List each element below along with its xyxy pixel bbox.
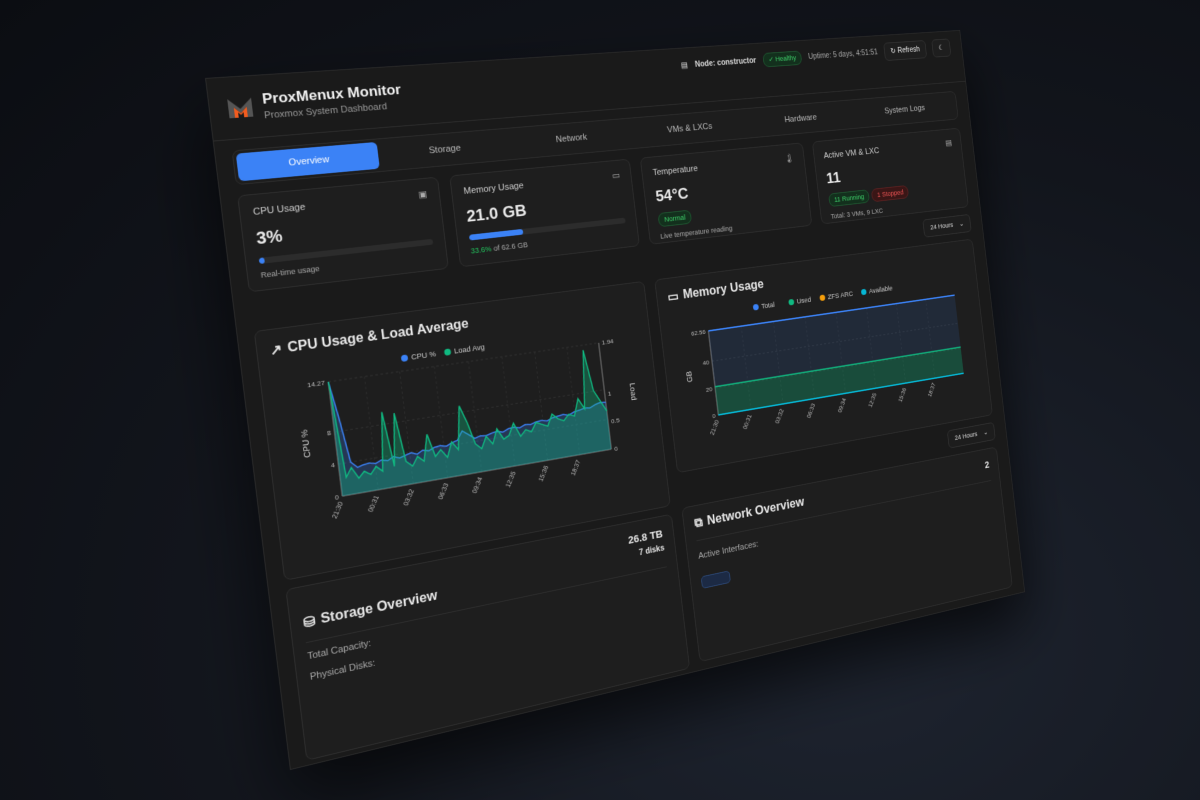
y2-tick-label: 1.94 bbox=[601, 337, 614, 346]
storage-total: 26.8 TB bbox=[627, 528, 663, 547]
refresh-button[interactable]: ↻ Refresh bbox=[883, 40, 927, 61]
x-tick-label: 06:33 bbox=[805, 402, 816, 419]
x-tick-label: 09:34 bbox=[470, 476, 484, 494]
time-range-select[interactable]: 24 Hours ⌄ bbox=[922, 214, 971, 238]
memory-total: of 62.6 GB bbox=[491, 241, 528, 253]
y-axis-label: GB bbox=[685, 371, 694, 383]
x-tick-label: 12:35 bbox=[867, 392, 878, 408]
legend-label: CPU % bbox=[411, 349, 437, 361]
memory-icon: ▭ bbox=[667, 288, 680, 305]
legend-swatch bbox=[819, 294, 825, 301]
x-tick-label: 15:36 bbox=[897, 387, 908, 403]
running-badge: 11 Running bbox=[828, 189, 870, 207]
x-tick-label: 21:30 bbox=[708, 419, 720, 436]
tab-system-logs[interactable]: System Logs bbox=[852, 94, 956, 126]
y-tick-label: 14.27 bbox=[307, 378, 326, 389]
chevron-down-icon: ⌄ bbox=[959, 220, 965, 228]
y2-tick-label: 0 bbox=[614, 444, 618, 452]
x-tick-label: 09:34 bbox=[836, 397, 847, 414]
x-tick-label: 03:32 bbox=[401, 488, 415, 507]
interfaces-count: 2 bbox=[984, 459, 990, 470]
legend-swatch bbox=[788, 299, 794, 306]
y-tick-label: 0 bbox=[712, 412, 716, 420]
y-tick-label: 40 bbox=[702, 358, 709, 366]
brand: ProxMenux Monitor Proxmox System Dashboa… bbox=[225, 81, 404, 123]
legend-swatch bbox=[753, 304, 759, 311]
trending-up-icon: ↗ bbox=[269, 341, 283, 360]
x-tick-label: 00:31 bbox=[741, 413, 753, 430]
y-tick-label: 0 bbox=[334, 493, 339, 502]
legend-swatch bbox=[401, 354, 409, 362]
cpu-usage-card: CPU Usage ▣ 3% Real-time usage bbox=[237, 177, 449, 293]
tab-hardware[interactable]: Hardware bbox=[745, 102, 855, 135]
legend-label: Used bbox=[796, 296, 811, 306]
cpu-progress-fill bbox=[259, 257, 265, 264]
network-time-range-select[interactable]: 24 Hours ⌄ bbox=[947, 422, 996, 449]
proxmenux-logo-icon bbox=[225, 94, 256, 122]
legend-swatch bbox=[444, 348, 451, 355]
x-tick-label: 06:33 bbox=[436, 482, 450, 500]
x-tick-label: 12:35 bbox=[504, 470, 518, 488]
health-text: Healthy bbox=[775, 54, 797, 63]
tab-vms-lxcs[interactable]: VMs & LXCs bbox=[630, 111, 747, 145]
memory-label: Memory Usage bbox=[463, 172, 621, 197]
hard-drive-icon: ⛁ bbox=[302, 612, 316, 632]
memory-icon: ▭ bbox=[612, 170, 621, 181]
server-icon: ▤ bbox=[945, 138, 953, 148]
x-tick-label: 18:37 bbox=[926, 382, 937, 398]
y-tick-label: 20 bbox=[706, 385, 713, 393]
y-tick-label: 62.56 bbox=[691, 328, 706, 338]
tab-network[interactable]: Network bbox=[508, 121, 633, 157]
x-tick-label: 15:36 bbox=[537, 465, 550, 483]
y2-axis-label: Load bbox=[628, 382, 638, 401]
x-tick-label: 18:37 bbox=[569, 459, 582, 477]
tab-storage[interactable]: Storage bbox=[377, 131, 511, 169]
x-tick-label: 21:30 bbox=[330, 501, 345, 520]
memory-usage-card: Memory Usage ▭ 21.0 GB 33.6% of 62.6 GB bbox=[449, 159, 640, 268]
legend-label: ZFS ARC bbox=[827, 290, 853, 301]
tab-overview[interactable]: Overview bbox=[236, 142, 380, 181]
legend-label: Load Avg bbox=[454, 343, 486, 356]
y-tick-label: 4 bbox=[331, 461, 336, 470]
vm-label: Active VM & LXC bbox=[823, 139, 952, 160]
y2-tick-label: 1 bbox=[607, 390, 611, 398]
interface-chip[interactable] bbox=[701, 570, 731, 588]
memory-progress-fill bbox=[469, 229, 524, 241]
y-tick-label: 8 bbox=[327, 429, 332, 438]
server-icon: ▤ bbox=[681, 61, 689, 70]
x-tick-label: 03:32 bbox=[774, 408, 786, 425]
y-axis-label: CPU % bbox=[299, 429, 312, 458]
time-range-value: 24 Hours bbox=[954, 430, 977, 442]
thermometer-icon: 🌡︎ bbox=[784, 153, 795, 164]
node-name: Node: constructor bbox=[695, 57, 757, 70]
theme-toggle-button[interactable]: ☾ bbox=[931, 39, 951, 58]
temperature-card: Temperature 🌡︎ 54°C Normal Live temperat… bbox=[640, 142, 812, 244]
health-badge: ✓ Healthy bbox=[762, 51, 802, 68]
y2-tick-label: 0.5 bbox=[611, 416, 620, 425]
cpu-icon: ▣ bbox=[418, 189, 428, 201]
legend-label: Total bbox=[761, 301, 775, 311]
uptime: Uptime: 5 days, 4:51:51 bbox=[808, 48, 878, 61]
moon-icon: ☾ bbox=[938, 44, 944, 52]
temperature-label: Temperature bbox=[652, 155, 794, 178]
refresh-label: Refresh bbox=[897, 46, 920, 55]
dashboard-window: ProxMenux Monitor Proxmox System Dashboa… bbox=[205, 30, 1025, 770]
temperature-status-badge: Normal bbox=[658, 210, 692, 228]
active-vm-lxc-card: Active VM & LXC ▤ 11 11 Running 1 Stoppe… bbox=[812, 128, 969, 225]
chevron-down-icon: ⌄ bbox=[983, 428, 988, 437]
refresh-icon: ↻ bbox=[890, 47, 896, 55]
memory-percent: 33.6% bbox=[470, 245, 492, 255]
legend-swatch bbox=[861, 289, 867, 296]
legend-label: Available bbox=[869, 284, 894, 295]
stopped-badge: 1 Stopped bbox=[871, 185, 909, 202]
time-range-value: 24 Hours bbox=[930, 221, 954, 232]
network-icon: ⧉ bbox=[694, 516, 704, 531]
x-tick-label: 00:31 bbox=[366, 494, 381, 513]
